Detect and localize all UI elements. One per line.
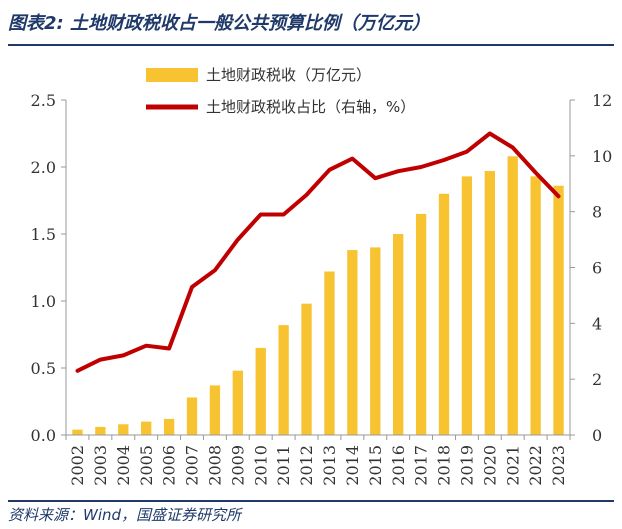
right-y-axis: 0 2 4 6 8 10 12	[569, 91, 612, 445]
source-note: 资料来源：Wind，国盛证券研究所	[8, 506, 242, 524]
right-tick-label: 4	[592, 314, 602, 333]
x-tick-label: 2008	[206, 445, 225, 486]
legend-bar-swatch	[146, 68, 198, 82]
right-tick-label: 12	[592, 91, 612, 110]
x-axis-ticks: 2002 2003 2004 2005 2006 2007 2008 2009 2010 2011…	[65, 435, 571, 486]
x-tick-label: 2016	[389, 445, 408, 486]
bar-series	[72, 156, 564, 435]
right-tick-label: 8	[592, 203, 602, 222]
x-tick-label: 2006	[160, 445, 179, 486]
x-tick-label: 2020	[480, 445, 499, 486]
bar	[232, 370, 243, 435]
x-tick-label: 2009	[228, 445, 247, 486]
bar	[324, 271, 335, 435]
bar	[530, 176, 541, 435]
bar	[95, 426, 106, 435]
right-tick-label: 2	[592, 370, 602, 389]
bar	[461, 176, 473, 435]
bar	[370, 247, 381, 435]
left-tick-label: 1.0	[31, 292, 56, 311]
x-tick-label: 2007	[183, 445, 202, 486]
x-tick-label: 2017	[412, 445, 431, 486]
bar	[553, 185, 564, 435]
x-tick-label: 2005	[137, 445, 156, 486]
bar	[507, 156, 518, 435]
x-tick-label: 2022	[526, 445, 545, 486]
footer-divider	[8, 500, 614, 502]
bar	[255, 347, 266, 435]
legend-line-label: 土地财政税收占比（右轴，%）	[206, 98, 415, 116]
bar	[163, 418, 175, 435]
title-divider	[8, 44, 614, 46]
x-tick-label: 2018	[435, 445, 454, 486]
bar	[415, 213, 427, 435]
x-tick-label: 2012	[297, 445, 316, 486]
x-tick-label: 2003	[91, 445, 110, 486]
right-tick-label: 6	[592, 259, 602, 278]
bar	[278, 325, 289, 435]
x-tick-label: 2019	[458, 445, 477, 486]
bar	[393, 234, 404, 435]
bar	[72, 429, 83, 435]
legend-bar-label: 土地财政税收（万亿元）	[206, 66, 371, 84]
left-tick-label: 1.5	[31, 225, 56, 244]
bar	[347, 250, 358, 435]
ratio-line-series	[75, 131, 561, 373]
bar	[118, 424, 129, 435]
right-tick-label: 10	[592, 147, 612, 166]
x-tick-label: 2015	[366, 445, 385, 486]
bar	[301, 303, 312, 435]
x-tick-label: 2014	[343, 445, 362, 486]
left-tick-label: 2.0	[31, 158, 56, 177]
dual-axis-chart: 土地财政税收（万亿元） 土地财政税收占比（右轴，%） 0.0 0.5 1.0 1.5 2…	[31, 66, 613, 486]
bar	[484, 171, 495, 435]
x-tick-label: 2021	[503, 445, 522, 486]
left-y-axis: 0.0 0.5 1.0 1.5 2.0 2.5	[31, 91, 67, 445]
chart-title: 图表2: 土地财政税收占一般公共预算比例（万亿元）	[8, 13, 430, 34]
right-tick-label: 0	[592, 426, 602, 445]
x-tick-label: 2011	[274, 445, 293, 486]
left-tick-label: 0.5	[31, 359, 56, 378]
bar	[186, 397, 198, 435]
bar	[438, 193, 450, 435]
left-tick-label: 0.0	[31, 426, 56, 445]
legend: 土地财政税收（万亿元） 土地财政税收占比（右轴，%）	[146, 66, 415, 116]
x-tick-label: 2002	[68, 445, 87, 486]
left-tick-label: 2.5	[31, 91, 56, 110]
bar	[209, 385, 221, 435]
x-tick-label: 2010	[251, 445, 270, 486]
x-tick-label: 2013	[320, 445, 339, 486]
x-tick-label: 2023	[549, 445, 568, 486]
bar	[141, 421, 152, 435]
x-tick-label: 2004	[114, 445, 133, 486]
